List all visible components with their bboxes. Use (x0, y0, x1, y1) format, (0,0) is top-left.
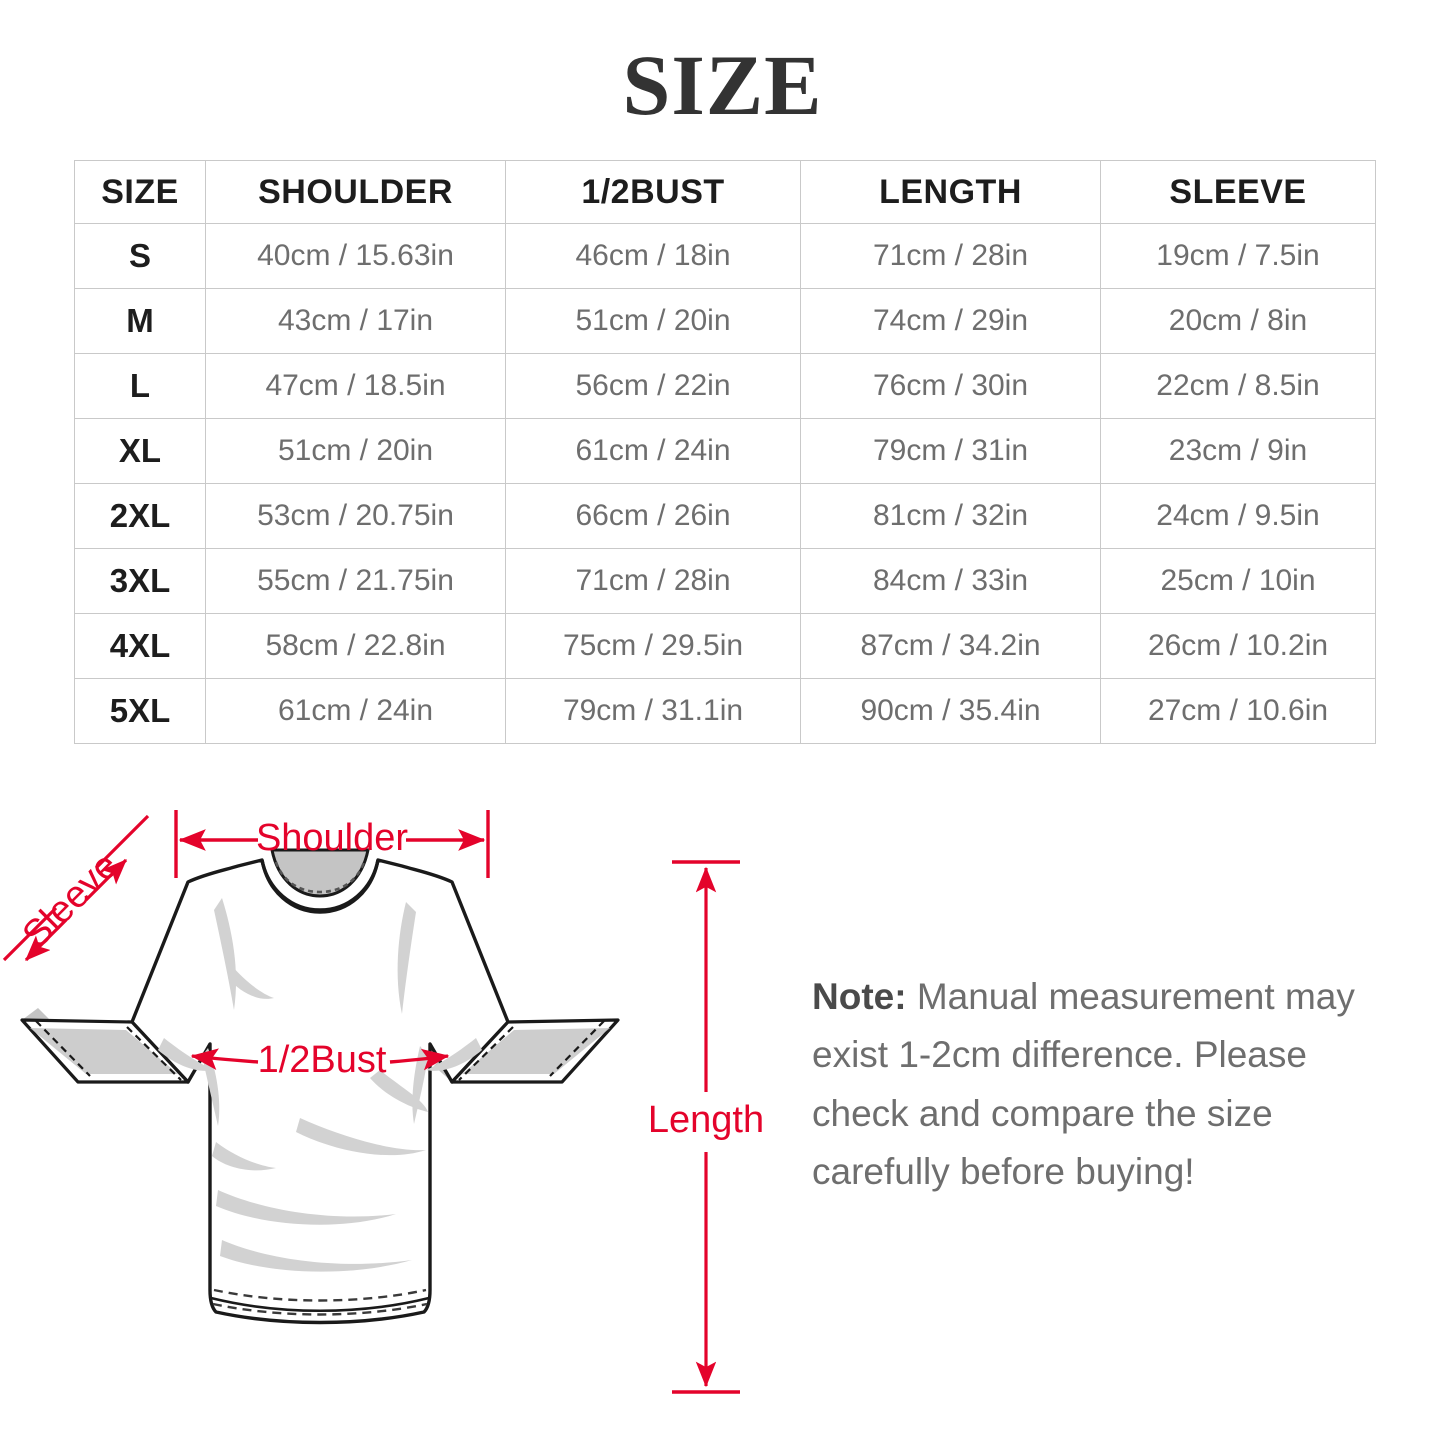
cell-size: L (74, 353, 206, 419)
cell-length: 71cm / 28in (800, 223, 1101, 289)
sleeve-tick-bottom (2, 906, 58, 962)
table-row: 5XL 61cm / 24in 79cm / 31.1in 90cm / 35.… (74, 678, 1376, 744)
note-label: Note: (812, 976, 907, 1017)
cell-sleeve: 26cm / 10.2in (1100, 613, 1376, 679)
cell-size: M (74, 288, 206, 354)
cell-shoulder: 58cm / 22.8in (205, 613, 506, 679)
tshirt-measurement-diagram: Shoulder Sleeve 1/2Bust Length (0, 770, 800, 1430)
cell-length: 87cm / 34.2in (800, 613, 1101, 679)
cell-shoulder: 51cm / 20in (205, 418, 506, 484)
cell-bust: 79cm / 31.1in (505, 678, 801, 744)
bust-label: 1/2Bust (258, 1039, 387, 1081)
cell-sleeve: 27cm / 10.6in (1100, 678, 1376, 744)
bust-arrow-right (389, 1048, 450, 1071)
cell-size: XL (74, 418, 206, 484)
bust-arrow-left (190, 1048, 259, 1070)
table-header-row: SIZE SHOULDER 1/2BUST LENGTH SLEEVE (74, 160, 1376, 224)
cell-shoulder: 43cm / 17in (205, 288, 506, 354)
page-title: SIZE (622, 37, 823, 133)
right-cuff-stitch (458, 1020, 605, 1081)
column-header-sleeve: SLEEVE (1100, 160, 1376, 224)
table-row: 2XL 53cm / 20.75in 66cm / 26in 81cm / 32… (74, 483, 1376, 549)
column-header-size: SIZE (74, 160, 206, 224)
column-header-shoulder: SHOULDER (205, 160, 506, 224)
cell-size: 2XL (74, 483, 206, 549)
shoulder-measure-annotation: Shoulder (174, 810, 490, 878)
cell-sleeve: 19cm / 7.5in (1100, 223, 1376, 289)
cell-sleeve: 25cm / 10in (1100, 548, 1376, 614)
cell-shoulder: 40cm / 15.63in (205, 223, 506, 289)
cell-length: 81cm / 32in (800, 483, 1101, 549)
cell-size: 5XL (74, 678, 206, 744)
cell-size: 4XL (74, 613, 206, 679)
cell-bust: 56cm / 22in (505, 353, 801, 419)
note-text: Manual measurement may exist 1-2cm diffe… (812, 976, 1355, 1193)
cell-length: 79cm / 31in (800, 418, 1101, 484)
length-measure-annotation: Length (648, 860, 764, 1394)
collar-stitch (274, 861, 366, 894)
cell-shoulder: 47cm / 18.5in (205, 353, 506, 419)
tshirt-body-outline (130, 858, 510, 1325)
bottom-hem-edge (210, 1296, 430, 1312)
cell-length: 84cm / 33in (800, 548, 1101, 614)
cell-length: 90cm / 35.4in (800, 678, 1101, 744)
table-row: M 43cm / 17in 51cm / 20in 74cm / 29in 20… (74, 288, 1376, 354)
collar-outer (260, 859, 380, 914)
left-cuff-inner-band (30, 1028, 178, 1074)
table-row: S 40cm / 15.63in 46cm / 18in 71cm / 28in… (74, 223, 1376, 289)
cell-bust: 46cm / 18in (505, 223, 801, 289)
sleeve-label: Sleeve (15, 845, 127, 957)
cell-sleeve: 22cm / 8.5in (1100, 353, 1376, 419)
length-label: Length (648, 1099, 764, 1141)
table-row: 3XL 55cm / 21.75in 71cm / 28in 84cm / 33… (74, 548, 1376, 614)
cell-bust: 75cm / 29.5in (505, 613, 801, 679)
cell-shoulder: 61cm / 24in (205, 678, 506, 744)
bust-measure-annotation: 1/2Bust (190, 1039, 450, 1081)
cell-bust: 66cm / 26in (505, 483, 801, 549)
bottom-hem-stitch-upper (213, 1288, 427, 1302)
tshirt-illustration (20, 848, 620, 1325)
cell-size: 3XL (74, 548, 206, 614)
cell-sleeve: 20cm / 8in (1100, 288, 1376, 354)
cell-shoulder: 53cm / 20.75in (205, 483, 506, 549)
right-cuff-inner-band (462, 1028, 610, 1074)
cell-length: 76cm / 30in (800, 353, 1101, 419)
shoulder-label: Shoulder (256, 817, 408, 859)
sleeve-measure-annotation: Sleeve (2, 814, 150, 962)
left-cuff-stitch (35, 1020, 182, 1081)
cell-sleeve: 24cm / 9.5in (1100, 483, 1376, 549)
fabric-shading (158, 898, 482, 1272)
cell-sleeve: 23cm / 9in (1100, 418, 1376, 484)
cell-bust: 71cm / 28in (505, 548, 801, 614)
cell-bust: 51cm / 20in (505, 288, 801, 354)
cell-size: S (74, 223, 206, 289)
size-chart-table: SIZE SHOULDER 1/2BUST LENGTH SLEEVE S 40… (74, 160, 1376, 744)
cell-bust: 61cm / 24in (505, 418, 801, 484)
sleeve-arrow-up (84, 858, 128, 902)
column-header-length: LENGTH (800, 160, 1101, 224)
bottom-hem-stitch-lower (212, 1302, 428, 1316)
cell-shoulder: 55cm / 21.75in (205, 548, 506, 614)
sleeve-arrow-down (24, 918, 68, 962)
column-header-bust: 1/2BUST (505, 160, 801, 224)
cell-length: 74cm / 29in (800, 288, 1101, 354)
table-row: XL 51cm / 20in 61cm / 24in 79cm / 31in 2… (74, 418, 1376, 484)
table-row: L 47cm / 18.5in 56cm / 22in 76cm / 30in … (74, 353, 1376, 419)
note-block: Note: Manual measurement may exist 1-2cm… (812, 968, 1392, 1202)
table-row: 4XL 58cm / 22.8in 75cm / 29.5in 87cm / 3… (74, 613, 1376, 679)
